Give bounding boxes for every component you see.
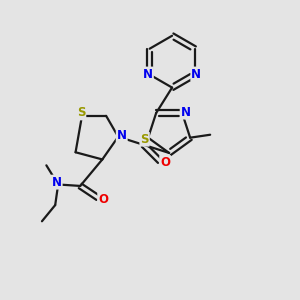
Text: S: S [77,106,85,119]
Text: N: N [52,176,62,189]
Text: O: O [98,193,108,206]
Text: N: N [117,129,127,142]
Text: N: N [191,68,201,80]
Text: O: O [160,156,170,169]
Text: S: S [140,133,149,146]
Text: N: N [181,106,191,118]
Text: N: N [143,68,153,80]
